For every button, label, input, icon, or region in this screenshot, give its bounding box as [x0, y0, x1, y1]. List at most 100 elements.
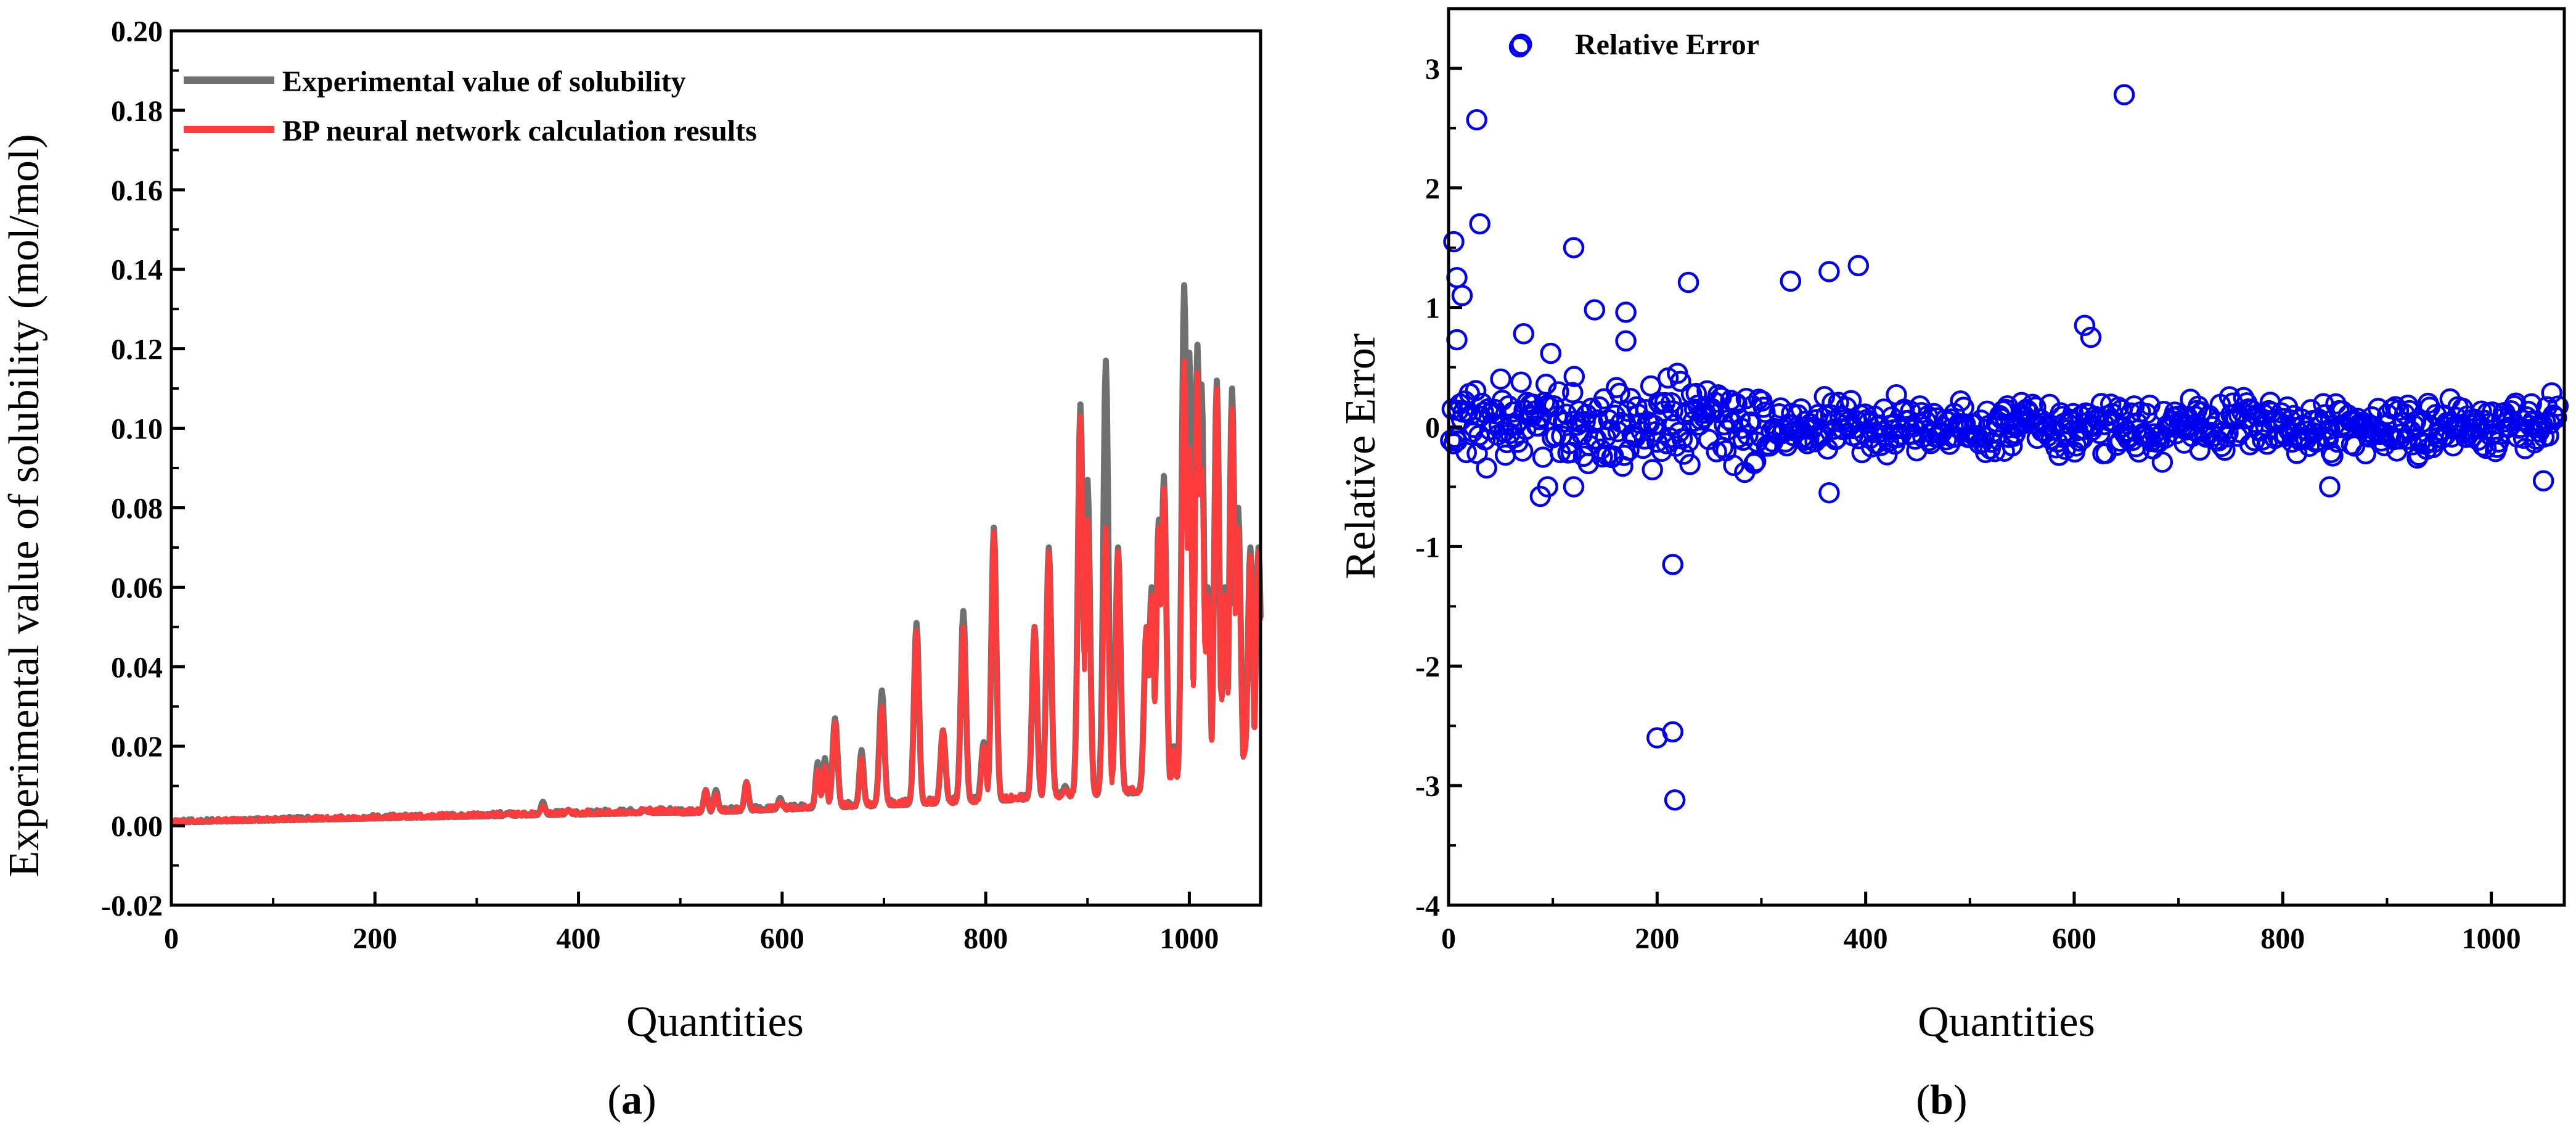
b-y-tick-label: -4 [1415, 890, 1440, 922]
a-y-tick-label: 0.08 [111, 492, 163, 525]
relative-error-point [1662, 554, 1683, 575]
relative-error-point [1847, 255, 1870, 277]
relative-error-point [2319, 476, 2341, 498]
a-series-line-1 [170, 358, 1263, 825]
a-y-tick-label: 0.00 [111, 810, 163, 843]
relative-error-point [1513, 323, 1535, 345]
legend-label-relative-error: Relative Error [1575, 28, 1759, 61]
a-x-tick-label: 0 [164, 922, 179, 955]
panel-b-series-layer [1440, 36, 2569, 811]
b-x-tick-label: 400 [1844, 922, 1888, 955]
b-y-tick-label: -1 [1415, 531, 1440, 564]
a-x-tick-label: 400 [557, 922, 601, 955]
legend-marker-relative-error [1510, 33, 1532, 55]
relative-error-point [1466, 109, 1487, 131]
a-x-tick-label: 200 [353, 922, 397, 955]
relative-error-point [1662, 721, 1683, 743]
relative-error-point [1613, 445, 1635, 466]
relative-error-point [1615, 302, 1637, 323]
relative-error-point [2113, 84, 2135, 105]
panel-b-y-axis-title: Relative Error [1337, 334, 1384, 579]
relative-error-point [1677, 431, 1699, 453]
legend-label-experimental: Experimental value of solubility [282, 65, 686, 98]
b-y-tick-label: 0 [1425, 412, 1440, 445]
a-y-tick-label: 0.18 [111, 95, 163, 128]
relative-error-point [1443, 231, 1465, 253]
relative-error-point [2002, 435, 2023, 457]
a-series-line-0 [169, 282, 1264, 826]
a-y-tick-label: 0.14 [111, 254, 163, 287]
relative-error-point [1451, 285, 1473, 306]
b-x-tick-label: 800 [2260, 922, 2305, 955]
relative-error-point [2541, 382, 2562, 404]
relative-error-point [1440, 430, 1462, 451]
relative-error-point [1563, 476, 1585, 498]
relative-error-point [1677, 271, 1699, 294]
b-y-tick-label: -3 [1415, 770, 1440, 803]
relative-error-point [1642, 459, 1663, 481]
b-x-tick-label: 200 [1635, 922, 1679, 955]
relative-error-point [2189, 439, 2211, 461]
relative-error-point [1584, 299, 1606, 321]
a-x-tick-label: 800 [963, 922, 1008, 955]
relative-error-point [1735, 388, 1757, 409]
relative-error-point [1446, 266, 1468, 289]
relative-error-point [1511, 440, 1534, 462]
panel-a-series-layer [169, 282, 1264, 826]
relative-error-point [2139, 394, 2161, 416]
relative-error-point [2521, 393, 2542, 415]
a-x-tick-label: 1000 [1159, 922, 1219, 955]
panel-a-x-axis-title: Quantities [626, 998, 804, 1046]
a-y-tick-label: -0.02 [101, 890, 163, 922]
relative-error-point [1660, 392, 1682, 414]
b-x-tick-label: 600 [2052, 922, 2096, 955]
relative-error-point [1645, 421, 1667, 443]
panel-a-solubility-chart: Experimental value of solubility (mol/mo… [1, 15, 1264, 1123]
a-y-tick-label: 0.10 [111, 413, 163, 446]
b-x-tick-label: 1000 [2462, 922, 2521, 955]
relative-error-point [1685, 382, 1707, 404]
panel-a-y-axis-title: Experimental value of solubility (mol/mo… [1, 134, 48, 877]
relative-error-point [1618, 439, 1640, 461]
relative-error-point [1673, 443, 1695, 465]
relative-error-point [1446, 329, 1468, 351]
relative-error-point [1469, 213, 1490, 235]
relative-error-point [2108, 396, 2130, 418]
panel-a-label-letter: a [621, 1076, 642, 1123]
relative-error-point [1490, 368, 1511, 390]
relative-error-point [2252, 429, 2273, 451]
panel-a-label: (a) [607, 1076, 656, 1123]
relative-error-point [1560, 441, 1582, 464]
relative-error-point [1563, 237, 1585, 258]
panel-b-x-axis-title: Quantities [1918, 998, 2095, 1046]
legend-label-bp: BP neural network calculation results [282, 115, 757, 147]
a-y-tick-label: 0.02 [111, 731, 163, 763]
panel-a-legend: Experimental value of solubility BP neur… [184, 65, 757, 147]
relative-error-point [1754, 401, 1776, 423]
b-x-tick-label: 0 [1441, 922, 1456, 955]
panel-b-relative-error-chart: Relative Error Quantities (b) 0 200 400 600… [1337, 7, 2569, 1123]
b-y-tick-label: 1 [1425, 292, 1440, 325]
a-y-tick-label: 0.06 [111, 572, 163, 604]
relative-error-point [1563, 366, 1585, 387]
relative-error-point [2538, 425, 2559, 446]
relative-error-point [1740, 411, 1762, 433]
panel-a-label-open: ( [607, 1076, 621, 1123]
relative-error-point [1818, 482, 1840, 504]
relative-error-point [1510, 371, 1532, 393]
panel-a-label-close: ) [642, 1076, 656, 1123]
a-y-tick-label: 0.20 [111, 15, 163, 48]
panel-b-label-letter: b [1930, 1076, 1953, 1123]
relative-error-point [1474, 429, 1496, 451]
panel-b-label-open: ( [1916, 1076, 1930, 1123]
relative-error-point [1562, 382, 1584, 403]
relative-error-point [1818, 261, 1840, 282]
relative-error-point [1723, 454, 1744, 477]
relative-error-point [1609, 382, 1630, 404]
panel-b-plot-frame [1447, 7, 2566, 907]
panel-a-ticks: 0 200 400 600 800 1000 -0.02 0.00 0.02 0.04 0.06 0.… [101, 15, 1219, 955]
relative-error-point [1515, 419, 1537, 440]
a-y-tick-label: 0.16 [111, 174, 163, 207]
relative-error-point [1465, 380, 1487, 401]
relative-error-point [2547, 395, 2569, 417]
